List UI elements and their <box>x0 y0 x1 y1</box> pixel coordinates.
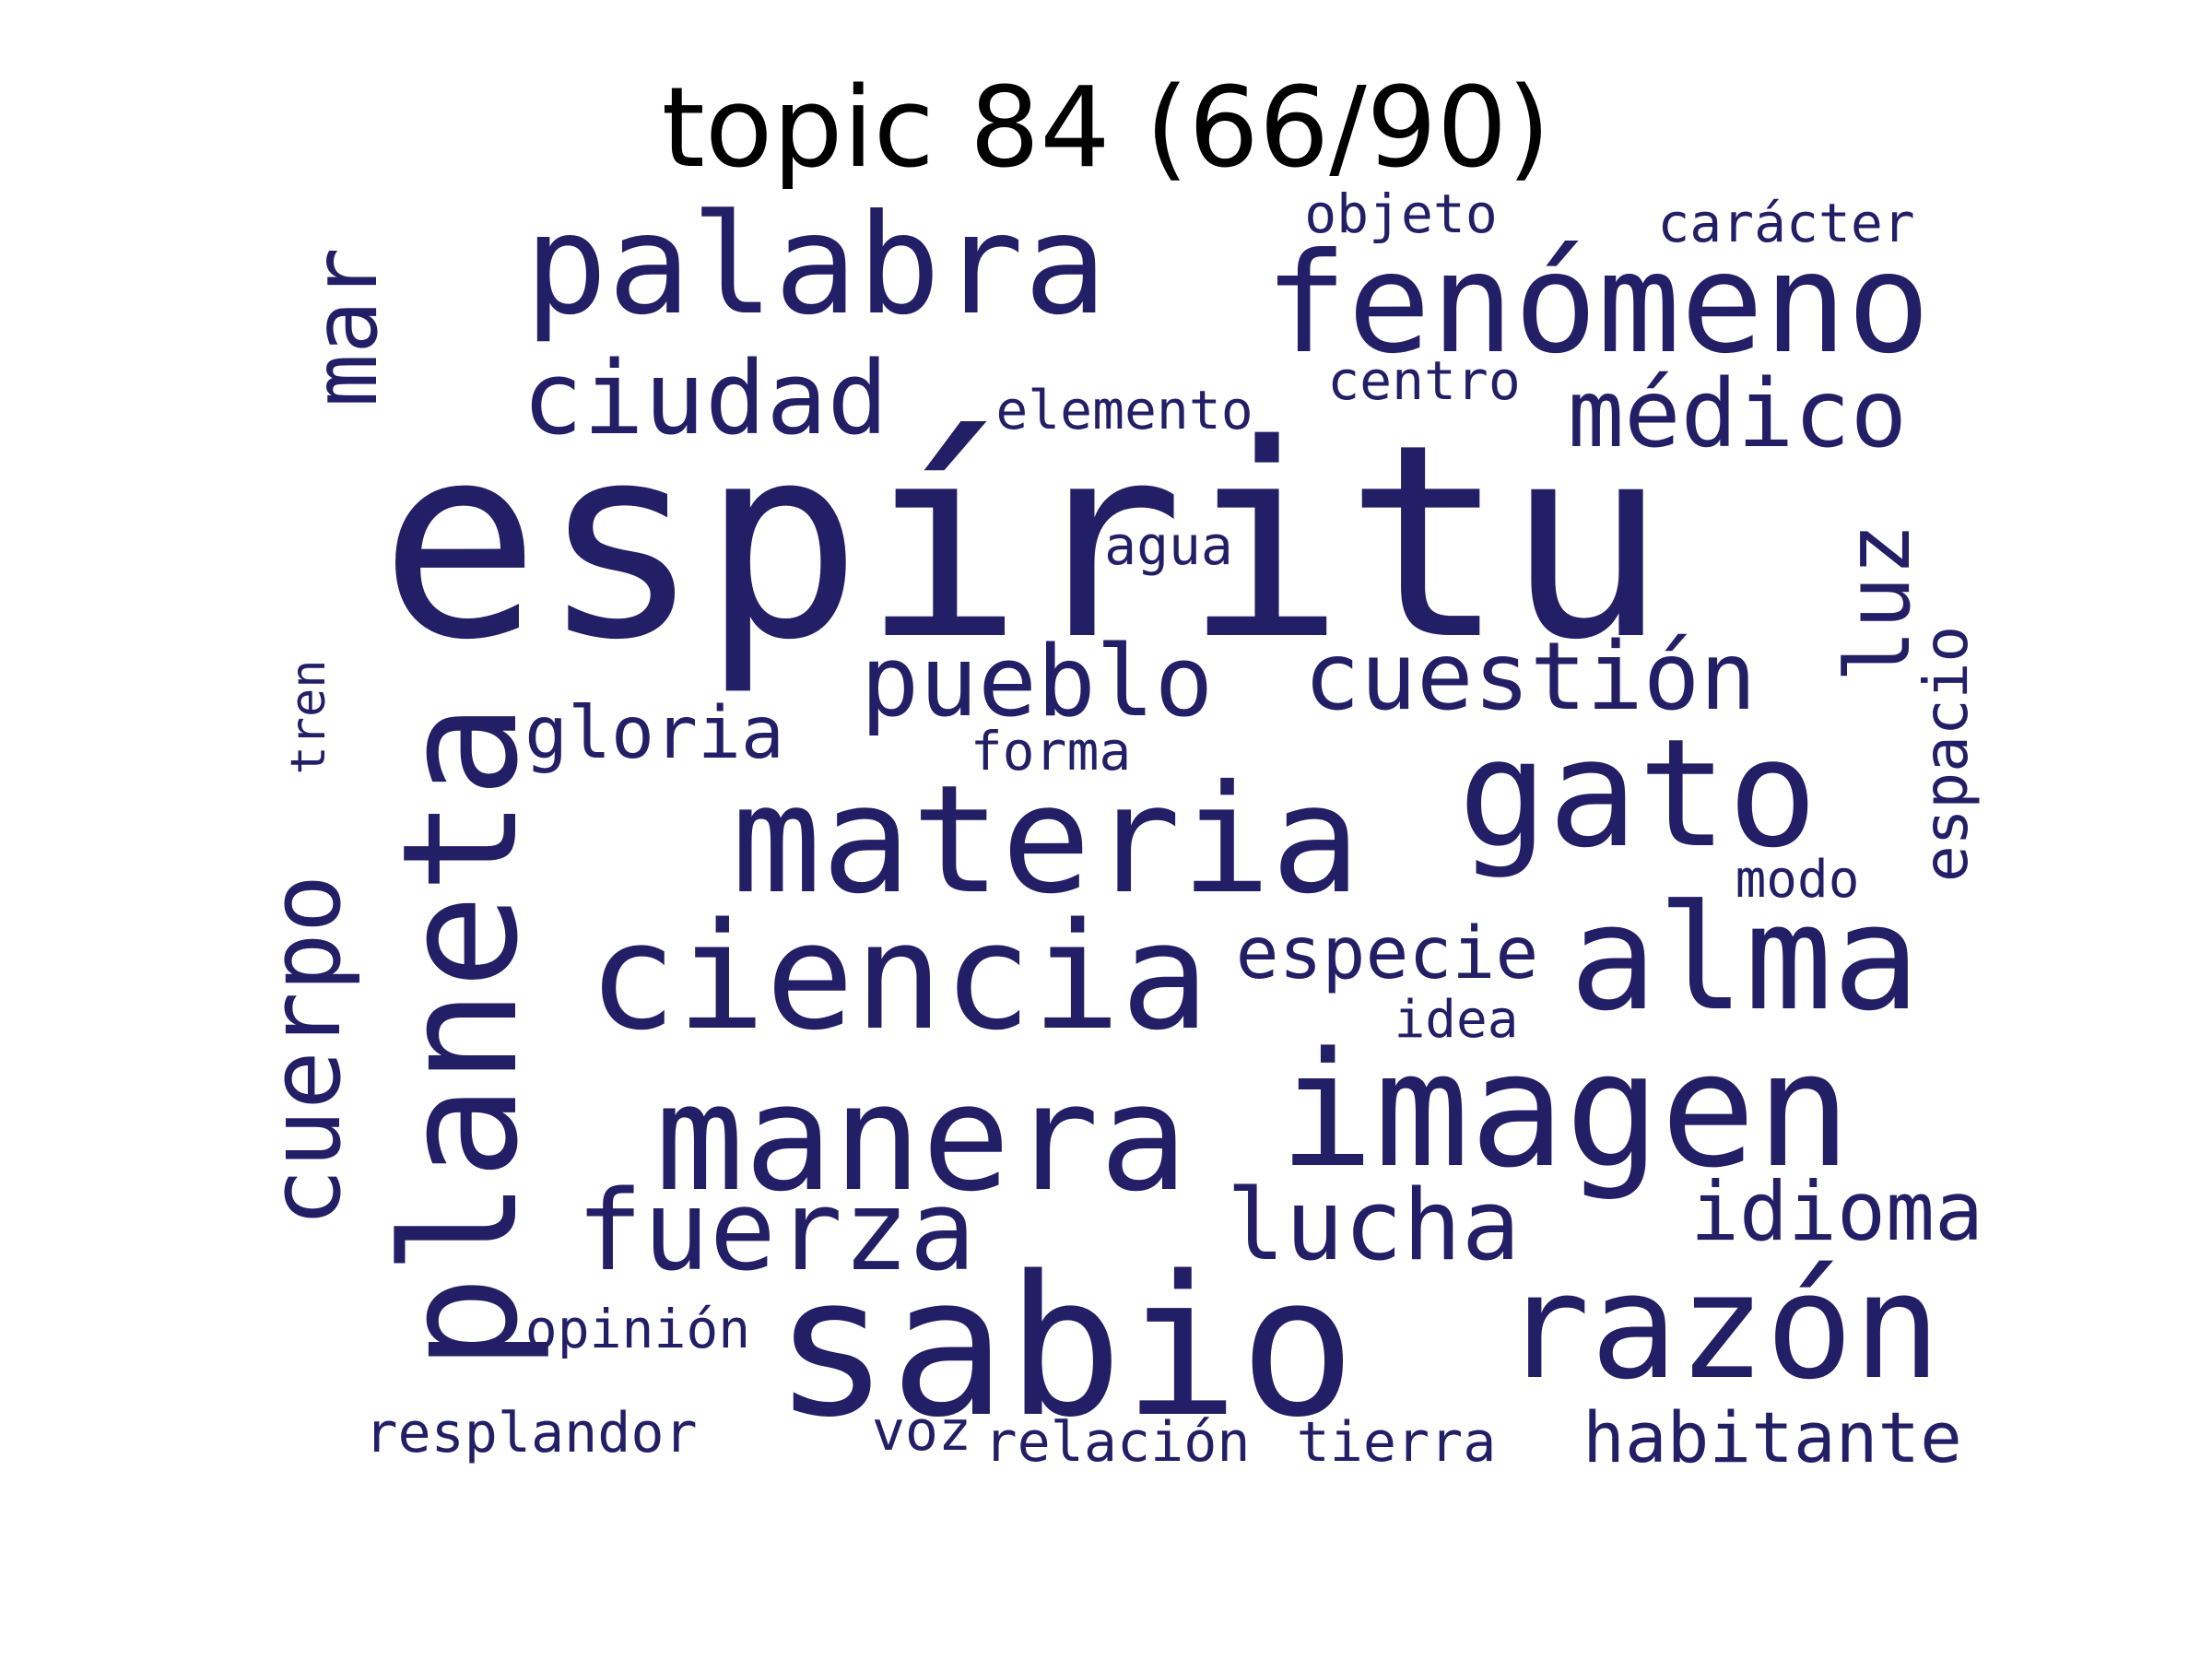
word-imagen: imagen <box>1278 1018 1852 1203</box>
word-elemento: elemento <box>995 379 1253 441</box>
word-ciencia: ciencia <box>587 890 1210 1063</box>
word-tren: tren <box>281 659 336 775</box>
word-medico: médico <box>1567 359 1908 469</box>
word-luz: luz <box>1827 523 1930 683</box>
word-gloria: gloria <box>524 692 784 775</box>
word-habitante: habitante <box>1583 1396 1962 1478</box>
word-palabra: palabra <box>524 185 1108 346</box>
word-sabio: sabio <box>772 1234 1357 1460</box>
word-caracter: carácter <box>1657 192 1915 254</box>
word-manera: manera <box>655 1052 1188 1224</box>
word-forma: forma <box>970 720 1132 782</box>
word-fenomeno: fenómeno <box>1264 224 1931 384</box>
word-cuerpo: cuerpo <box>249 874 362 1228</box>
word-materia: materia <box>731 754 1361 927</box>
word-lucha: lucha <box>1226 1169 1521 1282</box>
word-mar: mar <box>294 247 397 407</box>
word-espacio: espacio <box>1911 625 1982 883</box>
word-idea: idea <box>1394 990 1519 1050</box>
word-opinion: opinión <box>524 1298 751 1360</box>
word-objeto: objeto <box>1304 182 1498 245</box>
word-espiritu: espíritu <box>379 388 1667 699</box>
word-relacion: relación <box>983 1410 1251 1475</box>
word-centro: centro <box>1327 349 1521 412</box>
word-agua: agua <box>1104 514 1233 577</box>
word-razon: razón <box>1502 1242 1941 1412</box>
word-tierra: tierra <box>1296 1410 1497 1475</box>
word-voz: voz <box>871 1399 972 1464</box>
word-pueblo: pueblo <box>860 625 1214 738</box>
word-idioma: idioma <box>1690 1164 1983 1259</box>
word-resplandor: resplandor <box>364 1401 698 1465</box>
word-especie: especie <box>1235 912 1539 995</box>
word-alma: alma <box>1569 874 1921 1043</box>
chart-title: topic 84 (66/90) <box>661 65 1551 193</box>
word-fuerza: fuerza <box>576 1168 976 1296</box>
word-modo: modo <box>1735 850 1860 910</box>
word-ciudad: ciudad <box>522 339 888 457</box>
word-gato: gato <box>1457 708 1818 881</box>
word-planeta: planeta <box>368 702 553 1371</box>
word-cuestion: cuestión <box>1303 622 1757 732</box>
